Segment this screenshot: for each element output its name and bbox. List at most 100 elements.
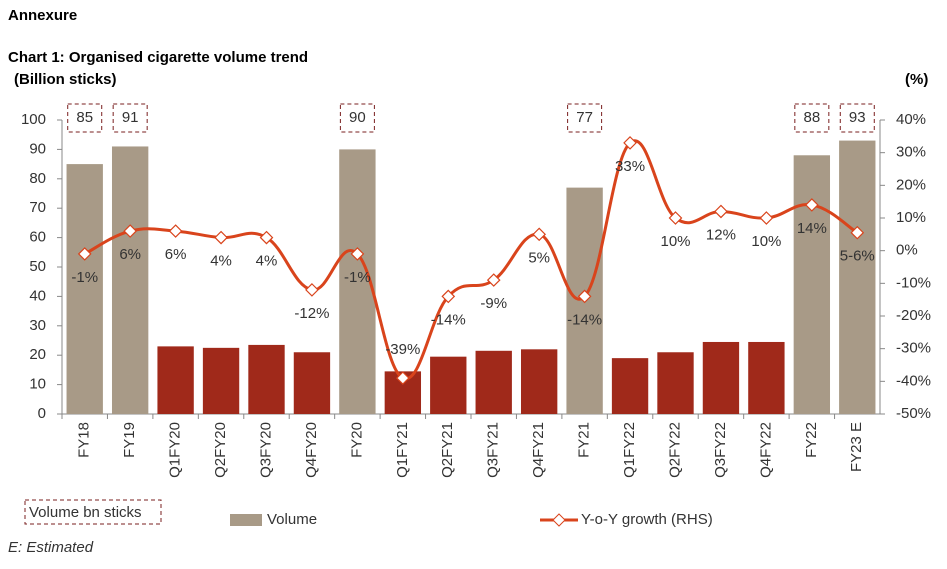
marker: [668, 211, 683, 225]
value-label: 12%: [706, 226, 736, 243]
value-label-box: [112, 103, 148, 133]
y2-tick-label: -20%: [896, 307, 931, 324]
y2-tick-label: -30%: [896, 340, 931, 357]
marker: [214, 230, 228, 245]
marker: [714, 204, 728, 219]
marker: [259, 230, 274, 245]
chart-title: Chart 1: Organised cigarette volume tren…: [8, 49, 308, 66]
value-label-box: [839, 103, 875, 133]
marker: [532, 227, 547, 242]
footnote: E: Estimated: [8, 539, 94, 556]
marker: [350, 247, 365, 261]
value-label: 5%: [528, 249, 550, 266]
marker: [850, 225, 865, 240]
marker: [395, 371, 410, 385]
value-label: 91: [122, 109, 139, 126]
x-tick-label: Q1FY20: [167, 422, 184, 478]
bar: [111, 146, 149, 414]
x-tick-label: Q2FY22: [666, 422, 683, 478]
value-label: -12%: [294, 305, 329, 322]
marker: [77, 247, 92, 261]
x-tick-label: FY20: [348, 422, 365, 458]
bar: [66, 164, 103, 414]
x-tick-label: Q4FY22: [757, 422, 774, 478]
marker: [577, 289, 592, 304]
y-tick-label: 20: [29, 346, 46, 363]
legend-swatch: [230, 514, 262, 526]
y2-tick-label: 20%: [896, 176, 926, 193]
value-label: -9%: [480, 295, 507, 312]
x-tick-label: Q3FY20: [257, 422, 274, 478]
value-label-box: [339, 103, 375, 133]
bar: [157, 346, 194, 414]
bar: [520, 349, 558, 414]
marker: [486, 273, 501, 287]
y2-tick-label: 0%: [896, 242, 918, 259]
marker: [804, 198, 819, 212]
y-axis-label: (Billion sticks): [14, 71, 117, 88]
marker: [168, 224, 183, 238]
value-label: 10%: [660, 233, 690, 250]
value-label: 4%: [256, 253, 278, 270]
value-label: 33%: [615, 158, 645, 175]
value-label: -14%: [567, 311, 602, 328]
value-label: -1%: [71, 269, 98, 286]
marker: [759, 211, 774, 225]
x-tick-label: FY22: [803, 422, 820, 458]
value-label: 10%: [751, 233, 781, 250]
legend-label: Volume: [267, 511, 317, 528]
y-tick-label: 30: [29, 317, 46, 334]
y2-tick-label: 30%: [896, 144, 926, 161]
y-tick-label: 70: [29, 199, 46, 216]
value-label-box: [794, 103, 830, 133]
value-label: 6%: [165, 246, 187, 263]
y-tick-label: 100: [21, 111, 46, 128]
bar: [248, 344, 285, 414]
value-label: 93: [849, 109, 866, 126]
y-tick-label: 0: [38, 405, 46, 422]
marker: [441, 289, 456, 304]
y-tick-label: 60: [29, 229, 46, 246]
y2-tick-label: 10%: [896, 209, 926, 226]
y2-tick-label: -40%: [896, 372, 931, 389]
y-tick-label: 90: [29, 140, 46, 157]
annotation: Volume bn sticks: [29, 504, 142, 521]
line: [84, 139, 859, 381]
x-tick-label: Q3FY22: [712, 422, 729, 478]
value-label: 85: [76, 109, 93, 126]
y-tick-label: 80: [29, 170, 46, 187]
x-tick-label: Q1FY21: [394, 422, 411, 478]
x-tick-label: Q3FY21: [485, 422, 502, 478]
bar: [793, 155, 831, 414]
value-label: 14%: [797, 220, 827, 237]
value-label: -14%: [431, 311, 466, 328]
bar: [202, 347, 240, 414]
y-tick-label: 10: [29, 376, 46, 393]
value-label-box: [567, 103, 603, 133]
value-label: 77: [576, 109, 593, 126]
value-label-box: [67, 103, 103, 133]
value-label: 4%: [210, 253, 232, 270]
x-tick-label: Q2FY20: [212, 422, 229, 478]
value-label: -1%: [344, 269, 371, 286]
bar: [702, 341, 740, 414]
annotation-box: [24, 499, 162, 525]
y2-tick-label: 40%: [896, 111, 926, 128]
marker: [623, 136, 637, 150]
x-tick-label: Q4FY21: [530, 422, 547, 478]
y2-tick-label: -50%: [896, 405, 931, 422]
x-tick-label: Q1FY22: [621, 422, 638, 478]
value-label: 90: [349, 109, 366, 126]
bar: [748, 341, 785, 414]
marker: [305, 283, 319, 297]
y2-tick-label: -10%: [896, 274, 931, 291]
x-tick-label: Q4FY20: [303, 422, 320, 478]
x-tick-label: FY21: [576, 422, 593, 458]
legend-label: Y-o-Y growth (RHS): [581, 511, 713, 528]
y-tick-label: 50: [29, 258, 46, 275]
legend-marker: [552, 513, 566, 527]
x-tick-label: FY23 E: [848, 422, 865, 472]
header: Annexure: [8, 7, 77, 24]
x-tick-label: FY19: [121, 422, 138, 458]
